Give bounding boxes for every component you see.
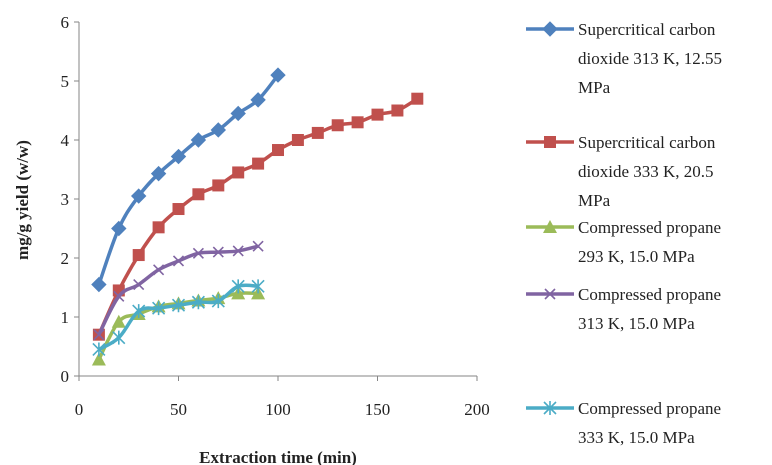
x-tick-label: 100 (265, 400, 291, 419)
chart-axes: 0 1 2 3 4 5 6 0 50 100 150 200 (61, 13, 490, 419)
x-tick-label: 150 (365, 400, 391, 419)
data-point (113, 290, 125, 302)
legend-entry-2: Supercritical carbon dioxide 333 K, 20.5 M… (526, 133, 716, 210)
series-1 (91, 67, 286, 293)
data-point (231, 279, 245, 294)
data-point (153, 264, 165, 276)
data-point (172, 203, 185, 216)
data-point (130, 188, 147, 204)
data-point (250, 92, 266, 108)
legend-label: Supercritical carbon (578, 20, 716, 39)
y-tick-label: 4 (61, 131, 70, 150)
x-tick-label: 200 (464, 400, 490, 419)
legend-marker (543, 401, 557, 415)
data-point (351, 116, 364, 129)
data-point (252, 157, 265, 170)
data-point (192, 188, 205, 201)
data-point (91, 276, 107, 293)
data-point (150, 165, 167, 182)
legend-label: Compressed propane (578, 399, 721, 418)
data-point (252, 240, 264, 252)
data-point (411, 92, 424, 105)
legend: Supercritical carbon dioxide 313 K, 12.55… (526, 20, 722, 447)
legend-entry-4: Compressed propane 313 K, 15.0 MPa (526, 285, 721, 333)
chart-series (91, 67, 424, 366)
data-point (331, 119, 344, 132)
data-point (111, 220, 127, 237)
y-tick-label: 5 (61, 72, 70, 91)
legend-marker (544, 288, 556, 300)
data-point (91, 352, 106, 366)
data-point (230, 105, 246, 122)
legend-entry-3: Compressed propane 293 K, 15.0 MPa (526, 218, 721, 266)
legend-marker (544, 136, 556, 148)
y-tick-label: 6 (61, 13, 70, 32)
x-tick-label: 0 (75, 400, 84, 419)
data-point (212, 179, 225, 192)
data-point (152, 221, 165, 234)
legend-label: 333 K, 15.0 MPa (578, 428, 695, 447)
data-point (232, 245, 244, 257)
series-4 (93, 240, 264, 341)
data-point (170, 148, 187, 165)
data-point (93, 329, 105, 341)
data-point (210, 122, 227, 138)
data-point (371, 108, 384, 121)
data-point (152, 301, 166, 316)
series-2 (92, 92, 424, 341)
data-point (232, 166, 245, 179)
series-5 (92, 279, 265, 357)
x-axis-label: Extraction time (min) (199, 448, 357, 465)
legend-label: dioxide 333 K, 20.5 (578, 162, 714, 181)
legend-label: 293 K, 15.0 MPa (578, 247, 695, 266)
data-point (211, 294, 225, 309)
data-point (190, 132, 207, 148)
y-tick-label: 2 (61, 249, 70, 268)
y-tick-label: 1 (61, 308, 70, 327)
data-point (112, 330, 126, 345)
legend-label: MPa (578, 191, 611, 210)
legend-marker (543, 220, 557, 233)
data-point (212, 246, 224, 258)
legend-marker (542, 21, 558, 37)
data-point (192, 247, 204, 259)
legend-label: dioxide 313 K, 12.55 (578, 49, 722, 68)
legend-label: Compressed propane (578, 285, 721, 304)
data-point (191, 295, 205, 310)
x-tick-label: 50 (170, 400, 187, 419)
y-tick-label: 3 (61, 190, 70, 209)
data-point (311, 126, 324, 139)
data-point (270, 67, 286, 83)
series-line (97, 74, 280, 286)
legend-label: Supercritical carbon (578, 133, 716, 152)
y-tick-label: 0 (61, 367, 70, 386)
data-point (92, 342, 106, 357)
data-point (133, 278, 145, 291)
legend-entry-5: Compressed propane 333 K, 15.0 MPa (526, 399, 721, 447)
data-point (132, 249, 145, 262)
legend-label: Compressed propane (578, 218, 721, 237)
data-point (111, 314, 126, 328)
legend-label: 313 K, 15.0 MPa (578, 314, 695, 333)
data-point (251, 279, 265, 294)
data-point (272, 144, 284, 157)
data-point (171, 298, 186, 313)
data-point (132, 304, 146, 319)
data-point (172, 255, 185, 267)
legend-entry-1: Supercritical carbon dioxide 313 K, 12.55… (526, 20, 722, 97)
legend-label: MPa (578, 78, 611, 97)
data-point (291, 134, 304, 146)
data-point (391, 104, 404, 117)
y-axis-label: mg/g yield (w/w) (13, 140, 32, 260)
